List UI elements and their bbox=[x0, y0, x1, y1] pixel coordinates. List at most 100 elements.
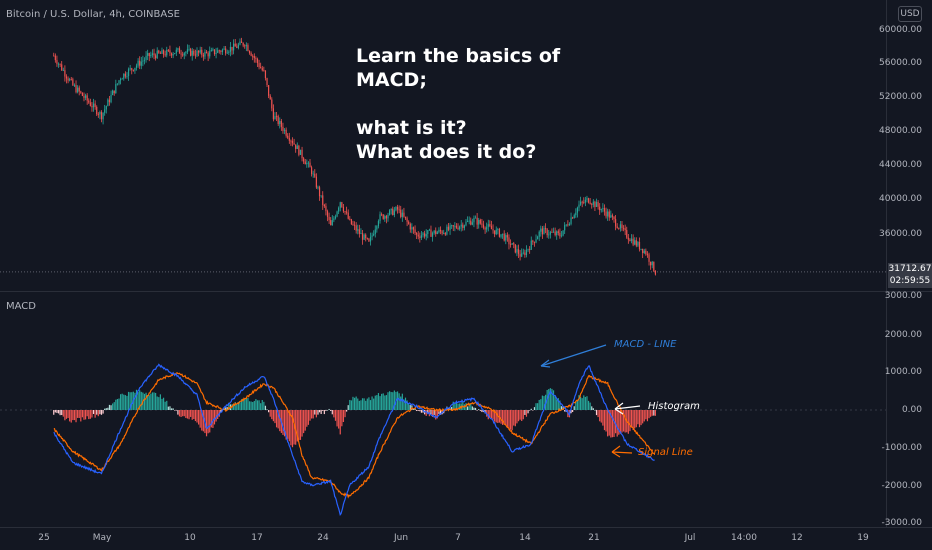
candle-body bbox=[72, 79, 74, 86]
candle-body bbox=[459, 226, 461, 230]
candle-body bbox=[135, 65, 138, 68]
candle-body bbox=[408, 221, 410, 224]
candle-body bbox=[279, 120, 281, 124]
histogram-bar bbox=[373, 398, 375, 410]
histogram-bar bbox=[275, 410, 278, 428]
histogram-bar bbox=[403, 399, 405, 410]
candle-body bbox=[446, 226, 448, 235]
histogram-bar bbox=[328, 408, 330, 410]
histogram-bar bbox=[578, 395, 580, 410]
histogram-bar bbox=[654, 410, 656, 416]
candle-body bbox=[56, 60, 58, 64]
histogram-bar bbox=[252, 402, 254, 410]
histogram-bar bbox=[564, 410, 566, 412]
candle-body bbox=[147, 53, 149, 56]
candle-body bbox=[61, 64, 63, 71]
histogram-bar bbox=[274, 410, 276, 424]
histogram-bar bbox=[92, 410, 95, 414]
histogram-bar bbox=[318, 410, 321, 413]
candle-body bbox=[388, 210, 391, 215]
candle-body bbox=[543, 227, 545, 235]
candle-body bbox=[384, 216, 386, 219]
candle-body bbox=[455, 225, 458, 228]
candle-body bbox=[258, 63, 260, 68]
histogram-bar bbox=[175, 410, 177, 411]
histogram-bar bbox=[543, 396, 545, 410]
histogram-bar bbox=[608, 410, 610, 436]
histogram-bar bbox=[150, 393, 152, 410]
histogram-bar bbox=[629, 410, 631, 432]
histogram-bar bbox=[250, 401, 252, 410]
candle-body bbox=[317, 187, 319, 189]
candle-body bbox=[143, 59, 146, 61]
macd-axis-label: -2000.00 bbox=[881, 481, 922, 491]
candle-body bbox=[301, 149, 303, 159]
candle-body bbox=[645, 250, 647, 255]
candle-body bbox=[123, 73, 125, 79]
candle-body bbox=[396, 207, 399, 210]
histogram-bar bbox=[162, 397, 165, 410]
histogram-bar bbox=[431, 410, 434, 417]
histogram-bar bbox=[161, 398, 163, 410]
candle-body bbox=[263, 70, 265, 72]
histogram-bar bbox=[182, 410, 184, 417]
candle-body bbox=[164, 54, 166, 56]
histogram-bar bbox=[583, 395, 585, 410]
histogram-bar bbox=[118, 398, 120, 410]
histogram-bar bbox=[256, 400, 259, 410]
histogram-bar bbox=[212, 410, 214, 428]
histogram-bar bbox=[548, 389, 550, 410]
histogram-bar bbox=[70, 410, 72, 423]
histogram-bar bbox=[83, 410, 85, 420]
candle-body bbox=[188, 48, 190, 50]
candle-body bbox=[463, 225, 465, 228]
candle-body bbox=[583, 202, 585, 203]
candle-body bbox=[353, 224, 356, 226]
candle-body bbox=[444, 233, 446, 235]
candle-body bbox=[548, 234, 550, 236]
candle-body bbox=[357, 229, 359, 231]
candle-body bbox=[433, 230, 435, 234]
histogram-bar bbox=[287, 410, 289, 439]
histogram-bar bbox=[454, 402, 456, 410]
candle-body bbox=[379, 214, 381, 222]
candle-body bbox=[462, 224, 464, 228]
histogram-bar bbox=[452, 401, 454, 410]
price-axis-label: 44000.00 bbox=[879, 160, 922, 170]
candle-body bbox=[532, 240, 534, 242]
candle-body bbox=[465, 221, 467, 226]
candle-body bbox=[124, 73, 126, 77]
histogram-bar bbox=[533, 407, 536, 410]
macd-line bbox=[53, 363, 655, 517]
histogram-bar bbox=[357, 398, 359, 410]
histogram-bar bbox=[325, 410, 327, 411]
candle-body bbox=[602, 208, 604, 210]
candle-body bbox=[540, 228, 542, 232]
candle-body bbox=[611, 215, 614, 217]
histogram-bar bbox=[172, 408, 174, 410]
histogram-bar bbox=[299, 410, 302, 440]
histogram-bar bbox=[648, 410, 650, 419]
histogram-bar bbox=[73, 410, 76, 421]
candle-body bbox=[568, 223, 571, 226]
candle-body bbox=[177, 48, 179, 50]
histogram-bar bbox=[392, 392, 394, 410]
histogram-bar bbox=[225, 406, 227, 410]
currency-button[interactable]: USD bbox=[898, 6, 922, 22]
histogram-bar bbox=[217, 410, 219, 420]
candle-body bbox=[155, 55, 157, 59]
histogram-bar bbox=[97, 410, 99, 417]
candle-body bbox=[180, 53, 182, 55]
candle-body bbox=[166, 49, 168, 56]
price-axis-label: 36000.00 bbox=[879, 229, 922, 239]
candle-body bbox=[599, 206, 601, 211]
candle-body bbox=[256, 58, 259, 64]
candle-body bbox=[306, 163, 308, 165]
histogram-bar bbox=[213, 410, 216, 425]
candle-body bbox=[77, 87, 79, 93]
macd-axis-label: 3000.00 bbox=[884, 291, 922, 301]
histogram-bar bbox=[404, 397, 407, 410]
candle-body bbox=[65, 76, 68, 79]
